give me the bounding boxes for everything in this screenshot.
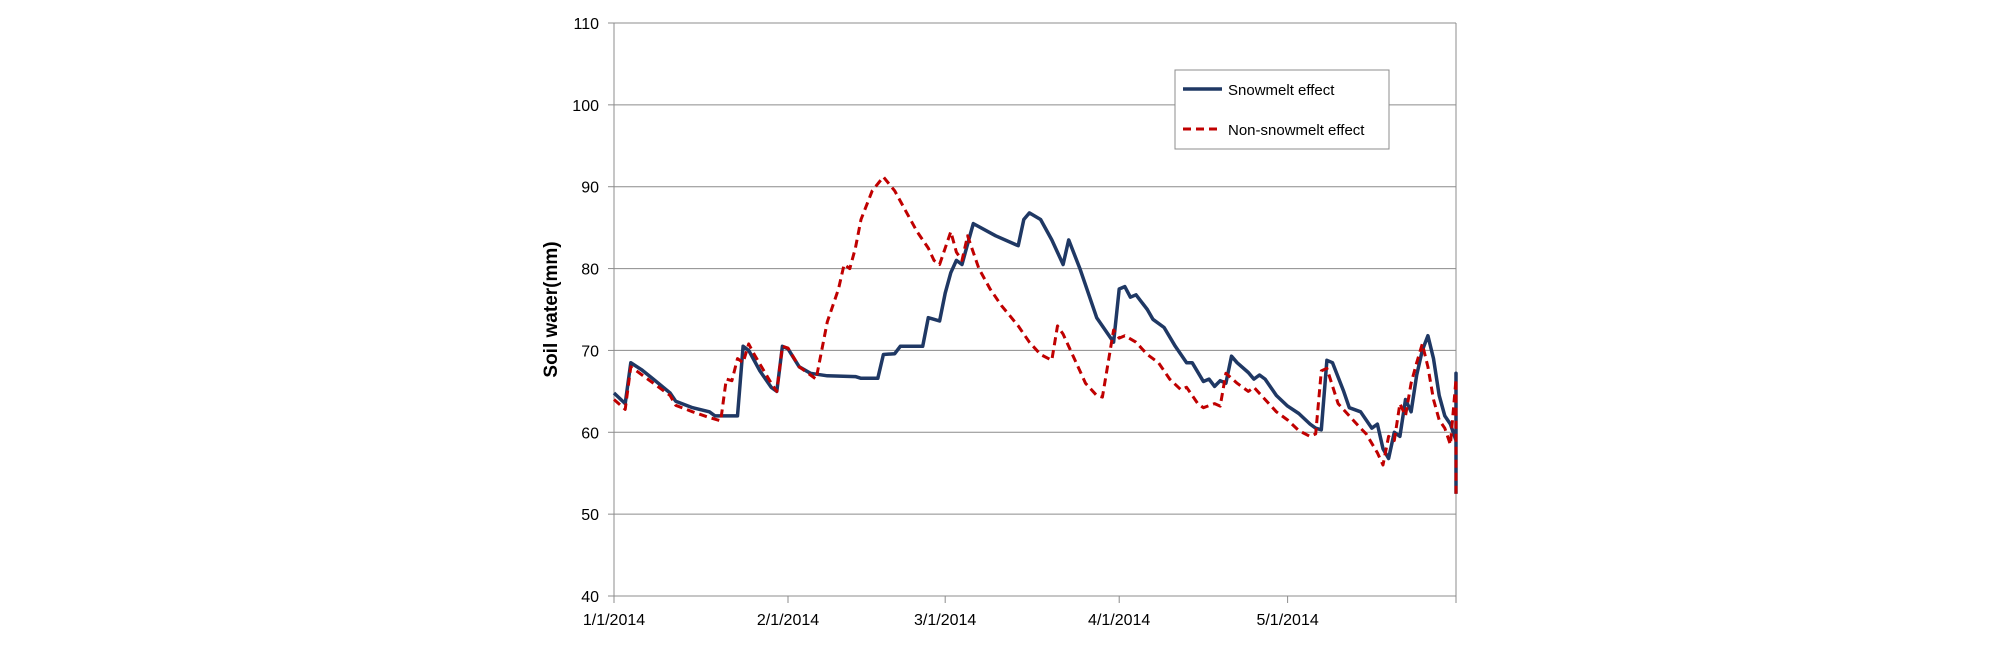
series-lines bbox=[612, 175, 1458, 498]
series-line-non-snowmelt bbox=[613, 175, 1458, 498]
y-axis-title: Soil water(mm) bbox=[541, 241, 562, 377]
y-tick-label: 70 bbox=[581, 343, 599, 360]
x-tick-label: 3/1/2014 bbox=[914, 612, 976, 629]
axes: 40 50 60 70 80 90 100 110 1/1/2014 2/1/2014 3/1/20… bbox=[541, 16, 1457, 629]
y-tick-label: 60 bbox=[581, 425, 599, 442]
x-tick-label: 4/1/2014 bbox=[1088, 612, 1150, 629]
y-tick-label: 50 bbox=[581, 507, 599, 524]
y-tick-label: 110 bbox=[573, 16, 599, 33]
x-tick-label: 1/1/2014 bbox=[583, 612, 645, 629]
x-tick-label: 2/1/2014 bbox=[757, 612, 819, 629]
x-tick-label: 5/1/2014 bbox=[1256, 612, 1318, 629]
y-tick-label: 100 bbox=[572, 98, 599, 115]
y-tick-label: 40 bbox=[581, 589, 599, 606]
legend-box bbox=[1174, 69, 1390, 150]
y-tick-label: 80 bbox=[581, 262, 599, 279]
legend-label: Snowmelt effect bbox=[1228, 82, 1335, 99]
y-tick-label: 90 bbox=[581, 180, 599, 197]
series-line-snowmelt bbox=[612, 211, 1458, 494]
legend-label: Non-snowmelt effect bbox=[1228, 122, 1365, 139]
legend: Snowmelt effect Non-snowmelt effect bbox=[1174, 69, 1390, 150]
